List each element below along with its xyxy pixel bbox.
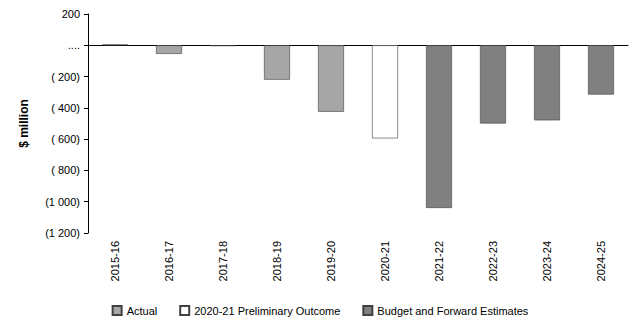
svg-text:( 800): ( 800) <box>51 164 80 176</box>
svg-text:2015-16: 2015-16 <box>109 241 121 281</box>
svg-text:( 600): ( 600) <box>51 133 80 145</box>
svg-text:2021-22: 2021-22 <box>433 241 445 281</box>
svg-text:(1 000): (1 000) <box>45 196 80 208</box>
svg-text:2016-17: 2016-17 <box>163 241 175 281</box>
svg-text:(1 200): (1 200) <box>45 227 80 239</box>
svg-text:2022-23: 2022-23 <box>487 241 499 281</box>
svg-text:2017-18: 2017-18 <box>217 241 229 281</box>
svg-text:( 200): ( 200) <box>51 71 80 83</box>
svg-text:Budget and Forward Estimates: Budget and Forward Estimates <box>377 305 529 317</box>
svg-text:2020-21: 2020-21 <box>379 241 391 281</box>
svg-text:200: 200 <box>62 8 80 20</box>
svg-text:2018-19: 2018-19 <box>271 241 283 281</box>
svg-text:2019-20: 2019-20 <box>325 241 337 281</box>
svg-text:2024-25: 2024-25 <box>595 241 607 281</box>
svg-text:....: .... <box>68 39 80 51</box>
svg-text:2020-21 Preliminary Outcome: 2020-21 Preliminary Outcome <box>194 305 340 317</box>
svg-text:( 400): ( 400) <box>51 102 80 114</box>
svg-text:$ million: $ million <box>17 99 31 148</box>
svg-text:Actual: Actual <box>127 305 158 317</box>
svg-text:2023-24: 2023-24 <box>541 241 553 281</box>
